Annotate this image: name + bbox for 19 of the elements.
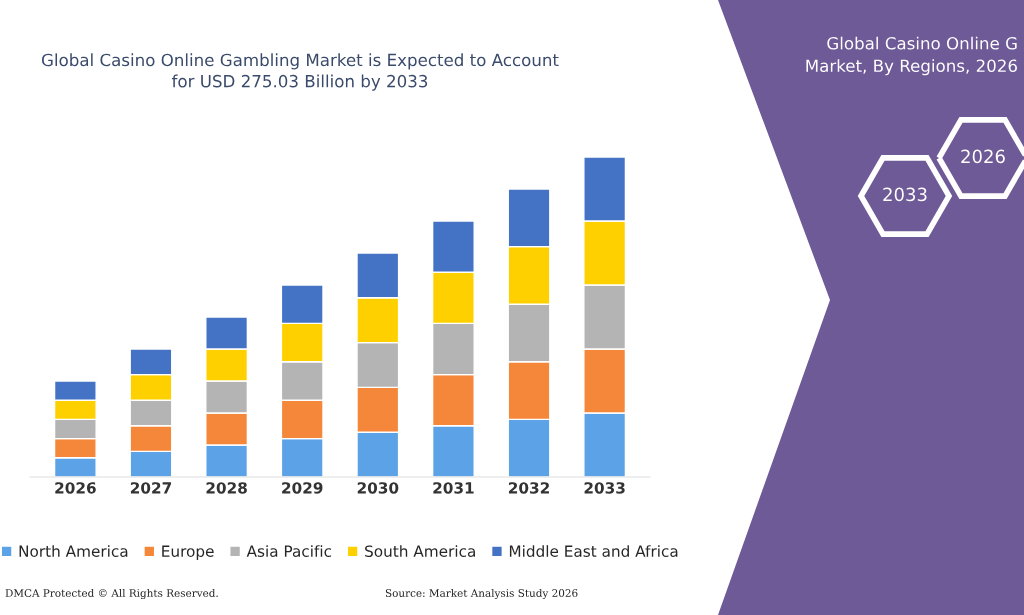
x-tick-label: 2032	[508, 482, 549, 494]
legend-label: North America	[19, 545, 128, 557]
x-tick-label: 2031	[433, 482, 474, 494]
x-tick-label: 2027	[130, 482, 172, 494]
text: 2026	[961, 149, 1005, 164]
x-tick-label: 2030	[357, 482, 399, 494]
legend-label: Europe	[162, 545, 214, 560]
chart-title: Global Casino Online Gambling Market is Expected to Account for USD 275.03 Billion by 2033	[41, 53, 559, 91]
text: Global Casino Online G Market, By Regions, 2026	[806, 36, 1017, 76]
legend-label: Middle East and Africa	[509, 545, 678, 557]
x-tick-label: 2028	[206, 482, 247, 494]
x-tick-label: 2033	[584, 482, 625, 494]
source-note: Source: Market Analysis Study 2026	[385, 588, 578, 600]
x-tick-label: 2026	[55, 482, 96, 494]
text: DMCA Protected © All Rights Reserved.	[5, 588, 218, 600]
x-tick-label: 2029	[282, 482, 323, 494]
legend-label: South America	[365, 545, 475, 557]
text: 2033	[883, 187, 927, 202]
legend-label: Asia Pacific	[246, 545, 332, 557]
